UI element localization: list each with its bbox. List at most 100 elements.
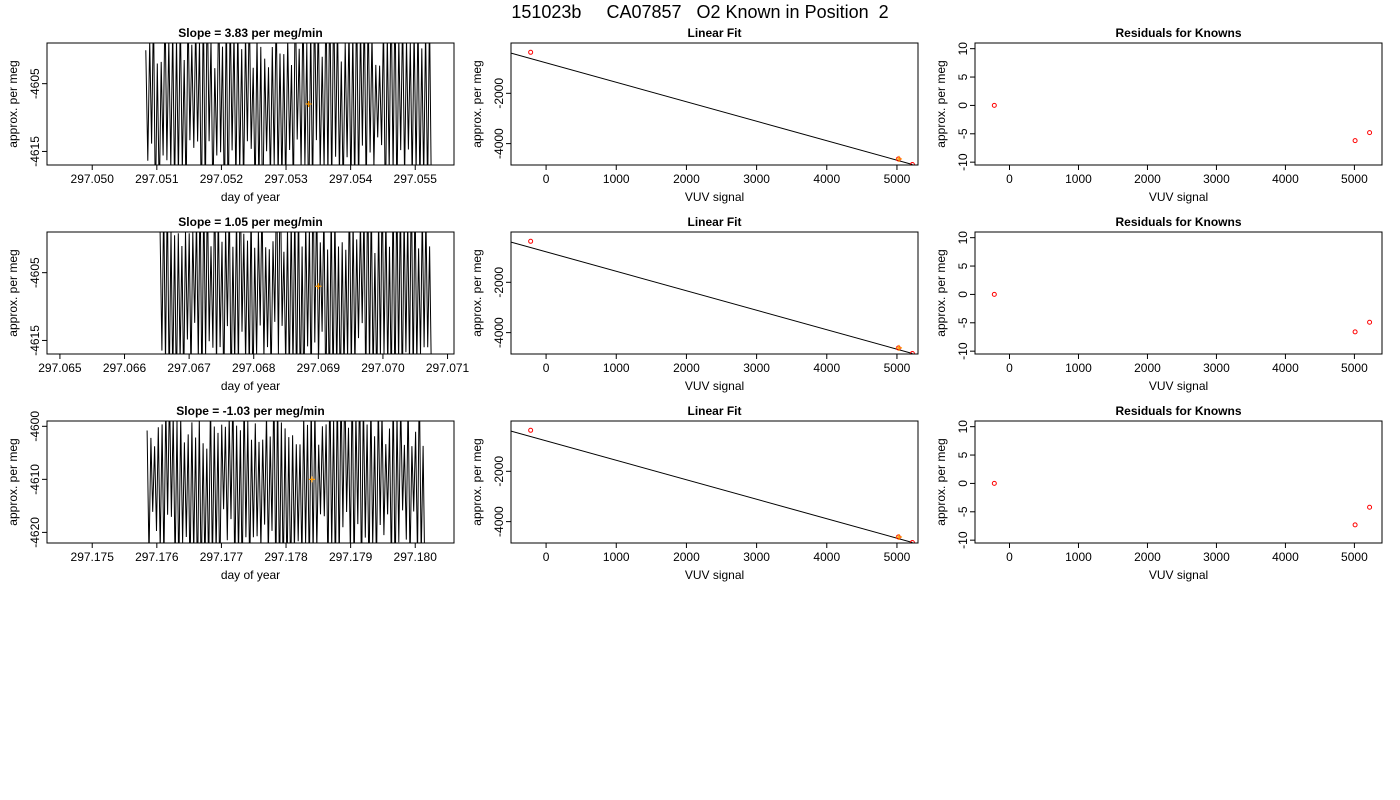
y-tick-label: -10 <box>956 342 970 360</box>
y-tick-label: 10 <box>956 42 970 56</box>
y-axis-label: approx. per meg <box>934 60 948 147</box>
x-axis-label: VUV signal <box>1149 379 1208 393</box>
x-tick-label: 5000 <box>884 361 911 375</box>
known-point <box>1367 504 1373 510</box>
plot-area <box>991 480 1373 528</box>
y-tick-label: -2000 <box>492 267 506 298</box>
chart-title: Slope = 1.05 per meg/min <box>178 215 322 229</box>
x-tick-label: 5000 <box>1341 361 1368 375</box>
x-axis-label: day of year <box>221 379 280 393</box>
known-point <box>991 480 997 486</box>
plot-frame <box>510 231 919 355</box>
x-tick-label: 297.067 <box>167 361 211 375</box>
x-tick-label: 297.071 <box>426 361 470 375</box>
known-point <box>909 350 915 354</box>
fit-line <box>511 430 913 543</box>
y-axis-label: approx. per meg <box>6 438 20 525</box>
known-point <box>909 539 915 543</box>
x-tick-label: 3000 <box>1203 361 1230 375</box>
x-tick-label: 1000 <box>1065 172 1092 186</box>
x-tick-label: 2000 <box>673 172 700 186</box>
y-tick-label: -10 <box>956 531 970 549</box>
x-axis-label: day of year <box>221 190 280 204</box>
chart-panel: Linear Fit 0 1000 2000 3000 4000 5000 -2000 -400… <box>470 26 919 204</box>
plot-area <box>511 238 915 354</box>
plot-frame <box>46 420 455 544</box>
known-point <box>1352 138 1358 144</box>
x-tick-label: 297.050 <box>71 172 115 186</box>
y-tick-label: -4600 <box>28 411 42 442</box>
chart-panel: Residuals for Knowns 0 1000 2000 3000 4000 500… <box>934 404 1383 582</box>
known-point <box>991 291 997 297</box>
x-tick-label: 297.068 <box>232 361 276 375</box>
known-point <box>909 161 915 165</box>
y-tick-label: -2000 <box>492 456 506 487</box>
signal-trace-line <box>145 43 432 165</box>
chart-title: Residuals for Knowns <box>1115 215 1241 229</box>
x-tick-label: 2000 <box>1134 172 1161 186</box>
x-tick-label: 3000 <box>1203 550 1230 564</box>
y-tick-label: -4000 <box>492 317 506 348</box>
mean-marker <box>315 283 322 290</box>
x-tick-label: 297.177 <box>200 550 244 564</box>
x-tick-label: 297.055 <box>394 172 438 186</box>
y-tick-label: -4605 <box>28 68 42 99</box>
chart-title: Linear Fit <box>687 215 741 229</box>
x-tick-label: 3000 <box>743 550 770 564</box>
signal-trace-line <box>146 421 425 543</box>
x-tick-label: 5000 <box>1341 550 1368 564</box>
chart-panel: Residuals for Knowns 0 1000 2000 3000 4000 500… <box>934 215 1383 393</box>
chart-panel: Linear Fit 0 1000 2000 3000 4000 5000 -2000 -400… <box>470 404 919 582</box>
known-point <box>991 102 997 108</box>
chart-title: Linear Fit <box>687 404 741 418</box>
plot-frame <box>46 42 455 166</box>
plot-frame <box>510 420 919 544</box>
plot-frame <box>974 420 1383 544</box>
x-tick-label: 297.053 <box>264 172 308 186</box>
x-tick-label: 1000 <box>603 361 630 375</box>
y-tick-label: -10 <box>956 153 970 171</box>
plot-frame <box>974 231 1383 355</box>
y-axis-label: approx. per meg <box>470 249 484 336</box>
x-axis-label: VUV signal <box>685 379 744 393</box>
x-tick-label: 1000 <box>603 172 630 186</box>
x-tick-label: 3000 <box>743 172 770 186</box>
y-tick-label: 0 <box>956 102 970 109</box>
x-tick-label: 5000 <box>1341 172 1368 186</box>
plot-frame <box>974 42 1383 166</box>
x-tick-label: 1000 <box>1065 550 1092 564</box>
x-axis-label: VUV signal <box>685 568 744 582</box>
y-tick-label: -4605 <box>28 257 42 288</box>
x-tick-label: 0 <box>543 550 550 564</box>
x-tick-label: 4000 <box>1272 361 1299 375</box>
x-axis-label: VUV signal <box>1149 568 1208 582</box>
plot-frame <box>46 231 455 355</box>
x-tick-label: 297.180 <box>394 550 438 564</box>
chart-title: Slope = 3.83 per meg/min <box>178 26 322 40</box>
y-axis-label: approx. per meg <box>470 438 484 525</box>
known-point <box>528 49 534 55</box>
x-tick-label: 1000 <box>603 550 630 564</box>
x-tick-label: 4000 <box>813 172 840 186</box>
x-tick-label: 5000 <box>884 550 911 564</box>
page-title: 151023b CA07857 O2 Known in Position 2 <box>511 2 889 22</box>
x-tick-label: 4000 <box>813 361 840 375</box>
y-tick-label: 10 <box>956 420 970 434</box>
x-tick-label: 297.054 <box>329 172 373 186</box>
x-axis-label: day of year <box>221 568 280 582</box>
y-tick-label: 5 <box>956 451 970 458</box>
x-tick-label: 0 <box>1006 361 1013 375</box>
y-axis-label: approx. per meg <box>6 249 20 336</box>
y-tick-label: 5 <box>956 73 970 80</box>
known-point <box>1352 329 1358 335</box>
chart-panel: Residuals for Knowns 0 1000 2000 3000 4000 500… <box>934 26 1383 204</box>
y-tick-label: -5 <box>956 506 970 517</box>
x-tick-label: 297.066 <box>103 361 147 375</box>
x-tick-label: 2000 <box>1134 550 1161 564</box>
y-tick-label: -4000 <box>492 128 506 159</box>
x-tick-label: 3000 <box>1203 172 1230 186</box>
x-tick-label: 5000 <box>884 172 911 186</box>
x-tick-label: 297.175 <box>71 550 115 564</box>
x-tick-label: 297.176 <box>135 550 179 564</box>
